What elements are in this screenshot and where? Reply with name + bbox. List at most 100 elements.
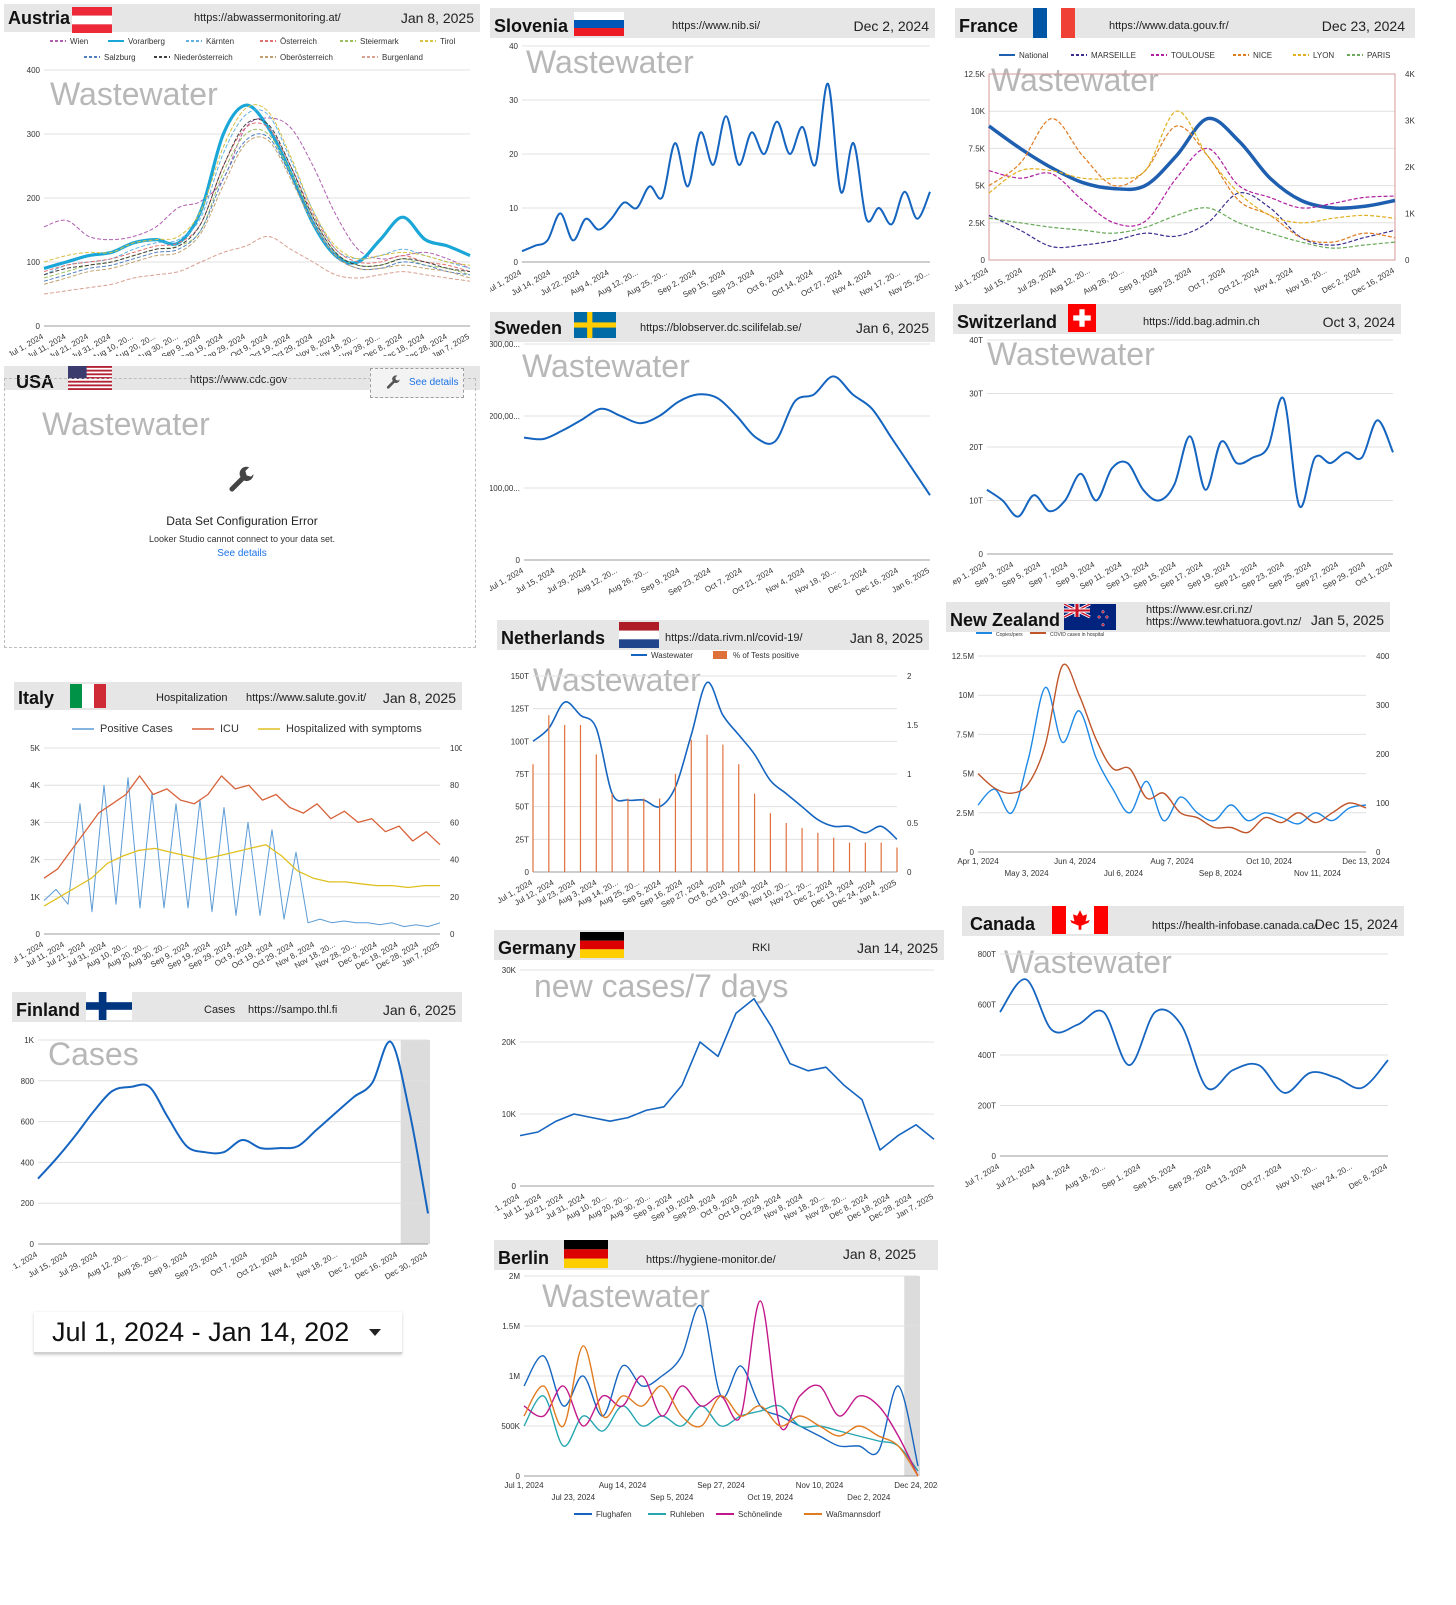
flag-switzerland-icon: [1068, 304, 1096, 332]
source-url[interactable]: https://health-infobase.canada.ca/: [1152, 920, 1318, 932]
source-url[interactable]: https://abwassermonitoring.at/: [194, 12, 341, 24]
y-tick-label: 10K: [971, 107, 986, 116]
series-line-positive-cases: [43, 777, 441, 928]
source-url[interactable]: https://idd.bag.admin.ch: [1143, 316, 1260, 328]
source-url[interactable]: https://data.rivm.nl/covid-19/: [665, 632, 803, 644]
y-tick-label: 100T: [511, 737, 529, 746]
y2-tick-label: 0: [1405, 256, 1410, 265]
y2-tick-label: 400: [1376, 652, 1390, 661]
flag-slovenia-icon: [574, 12, 624, 36]
x-tick-label: Dec 8, 2024: [1347, 1162, 1389, 1192]
date-range-picker[interactable]: Jul 1, 2024 - Jan 14, 2025: [34, 1312, 402, 1354]
y-tick-label: 4K: [30, 781, 40, 790]
source-url[interactable]: https://sampo.thl.fi: [248, 1004, 338, 1016]
flag-austria-icon: [72, 7, 112, 33]
y-tick-label: 1M: [509, 1372, 520, 1381]
source-url[interactable]: https://www.cdc.gov: [190, 374, 288, 386]
y-tick-label: 30: [509, 96, 518, 105]
x-tick-label: Jul 1, 2024: [504, 1481, 544, 1490]
y-tick-label: 25T: [515, 835, 529, 844]
caret-down-icon[interactable]: [368, 1328, 382, 1338]
y-tick-label: 2K: [30, 856, 40, 865]
source-subtitle: Cases: [204, 1004, 236, 1016]
series-line-covid-cases-in-hospital: [977, 663, 1367, 834]
y-tick-label: 400: [27, 66, 41, 75]
y-tick-label: 300: [27, 130, 41, 139]
y2-tick-label: 300: [1376, 701, 1390, 710]
source-url[interactable]: https://www.nib.si/: [672, 20, 761, 32]
update-date: Jan 8, 2025: [842, 1246, 916, 1262]
update-date: Jan 8, 2025: [382, 690, 456, 706]
y-tick-label: 10T: [969, 497, 983, 506]
panel-header: [494, 930, 944, 960]
country-name: Switzerland: [957, 312, 1058, 332]
y-tick-label: 0: [512, 1182, 517, 1191]
source-url[interactable]: https://blobserver.dc.scilifelab.se/: [640, 322, 802, 334]
series-line-tirol: [43, 104, 471, 266]
y-tick-label: 0: [992, 1152, 997, 1161]
y-tick-label: 200,00...: [490, 412, 520, 421]
y-tick-label: 0: [516, 556, 521, 565]
source-url[interactable]: https://www.salute.gov.it/: [246, 692, 367, 704]
y-tick-label: 200T: [978, 1102, 996, 1111]
country-name: Germany: [498, 938, 577, 958]
update-date: Dec 15, 2024: [1314, 916, 1398, 932]
source-url-2[interactable]: https://www.tewhatuora.govt.nz/: [1146, 616, 1302, 628]
panel-header: [955, 8, 1415, 38]
y-tick-label: 1K: [30, 893, 40, 902]
country-name: France: [959, 16, 1019, 36]
see-details-button[interactable]: See details: [370, 368, 464, 398]
country-name: Netherlands: [501, 628, 606, 648]
y2-tick-label: 1K: [1405, 210, 1415, 219]
x-tick-label: Sep 8, 2024: [1199, 869, 1243, 878]
update-date: Oct 3, 2024: [1322, 314, 1395, 330]
y-tick-label: 3K: [30, 818, 40, 827]
y2-tick-label: 100: [1376, 799, 1390, 808]
y-tick-label: 400: [21, 1158, 35, 1167]
y2-tick-label: 100: [450, 744, 462, 753]
update-date: Dec 23, 2024: [1321, 18, 1405, 34]
error-see-details-link[interactable]: See details: [217, 548, 267, 559]
legend-label: Burgenland: [382, 53, 423, 62]
x-tick-label: Aug 7, 2024: [1150, 857, 1194, 866]
series-line-wa-mannsdorf: [523, 1345, 919, 1477]
country-name: Canada: [970, 914, 1036, 934]
series-line-main: [523, 375, 931, 496]
source-url[interactable]: https://hygiene-monitor.de/: [646, 1254, 776, 1266]
panel-switzerland: Switzerland https://idd.bag.admin.ch Oct…: [953, 304, 1401, 596]
y-tick-label: 20T: [969, 443, 983, 452]
panel-slovenia: Slovenia https://www.nib.si/ Dec 2, 2024…: [490, 8, 935, 300]
legend-label: Flughafen: [596, 1510, 632, 1519]
country-name: Finland: [16, 1000, 80, 1020]
y-tick-label: 10: [509, 204, 518, 213]
country-name: USA: [16, 372, 55, 392]
flag-sweden-icon: [574, 312, 616, 338]
legend-label: Hospitalized with symptoms: [286, 723, 422, 735]
chart-watermark: Wastewater: [542, 1278, 710, 1314]
x-tick-label: Dec 24, 2024: [894, 1481, 938, 1490]
y-tick-label: 5K: [30, 744, 40, 753]
y-tick-label: 5M: [963, 770, 974, 779]
flag-new-zealand-icon: [1064, 604, 1116, 630]
x-tick-label: Dec 2, 2024: [847, 1493, 891, 1502]
update-date: Jan 8, 2025: [400, 10, 474, 26]
y-tick-label: 200: [21, 1199, 35, 1208]
legend-label: National: [1019, 51, 1049, 60]
panel-header: [490, 312, 935, 342]
y-tick-label: 150T: [511, 672, 529, 681]
series-line-wien: [43, 117, 471, 269]
y-tick-label: 600T: [978, 1001, 996, 1010]
y2-tick-label: 20: [450, 893, 459, 902]
x-tick-label: Sep 5, 2024: [650, 1493, 694, 1502]
country-name: Italy: [18, 688, 55, 708]
chart-watermark: Wastewater: [1004, 944, 1172, 980]
source-url[interactable]: https://www.data.gouv.fr/: [1109, 20, 1229, 32]
series-line-flughafen: [523, 1304, 919, 1467]
source-url[interactable]: https://www.esr.cri.nz/: [1146, 604, 1253, 616]
